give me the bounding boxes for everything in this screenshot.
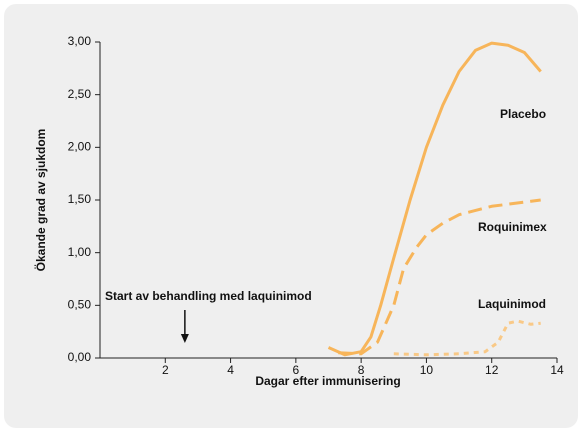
y-tick-label: 0,00 [68, 350, 92, 364]
series-label: Laquinimod [478, 297, 546, 311]
series-label: Roquinimex [478, 220, 547, 234]
series-line [338, 198, 541, 356]
y-tick-label: 1,50 [68, 192, 92, 206]
series-line [327, 41, 542, 357]
y-tick-label: 3,00 [68, 34, 92, 48]
y-tick-label: 2,00 [68, 140, 92, 154]
x-tick-label: 6 [293, 363, 300, 377]
y-tick-label: 1,00 [68, 245, 92, 259]
y-axis-label: Ökande grad av sjukdom [33, 129, 48, 272]
x-axis-label: Dagar efter immunisering [255, 374, 400, 388]
annotation: Start av behandling med laquinimod [105, 289, 312, 303]
x-tick-label: 12 [485, 363, 499, 377]
annotation-arrowhead [180, 334, 189, 343]
x-tick-label: 8 [358, 363, 365, 377]
series-line [393, 319, 541, 357]
x-tick-label: 14 [550, 363, 564, 377]
panel [4, 4, 578, 428]
x-tick-label: 2 [162, 363, 169, 377]
y-tick-label: 0,50 [68, 298, 92, 312]
series-label: Placebo [500, 107, 546, 121]
y-tick-label: 2,50 [68, 87, 92, 101]
x-tick-label: 10 [420, 363, 434, 377]
x-tick-label: 4 [227, 363, 234, 377]
